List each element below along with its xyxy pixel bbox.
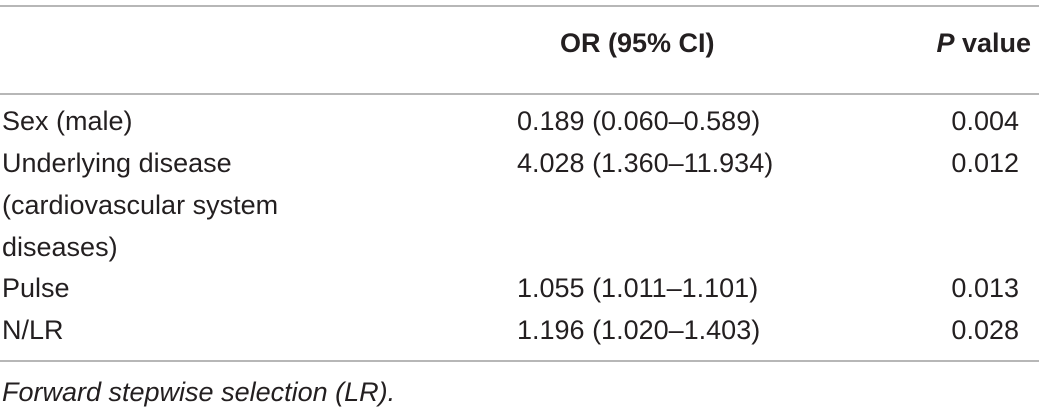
- header-rule: [0, 93, 1039, 95]
- row-p-value: 0.028: [951, 315, 1019, 345]
- table-footnote: Forward stepwise selection (LR).: [2, 377, 396, 407]
- row-or-ci: 1.196 (1.020–1.403): [517, 315, 761, 345]
- bottom-rule: [0, 360, 1039, 362]
- header-or-ci: OR (95% CI): [560, 28, 715, 58]
- row-p-value: 0.012: [951, 148, 1019, 178]
- header-p-value: P value: [936, 22, 1031, 64]
- row-label: Sex (male): [2, 106, 133, 136]
- row-label: Pulse: [2, 273, 70, 303]
- row-or-ci: 0.189 (0.060–0.589): [517, 106, 761, 136]
- header-p-italic: P: [936, 28, 955, 58]
- row-or-ci: 1.055 (1.011–1.101): [517, 273, 759, 303]
- header-p-rest: value: [954, 28, 1031, 58]
- row-p-value: 0.013: [951, 273, 1019, 303]
- top-rule: [0, 5, 1039, 7]
- row-or-ci: 4.028 (1.360–11.934): [517, 148, 774, 178]
- row-p-value: 0.004: [951, 106, 1019, 136]
- row-label: N/LR: [2, 315, 64, 345]
- row-label: Underlying disease (cardiovascular syste…: [2, 148, 279, 262]
